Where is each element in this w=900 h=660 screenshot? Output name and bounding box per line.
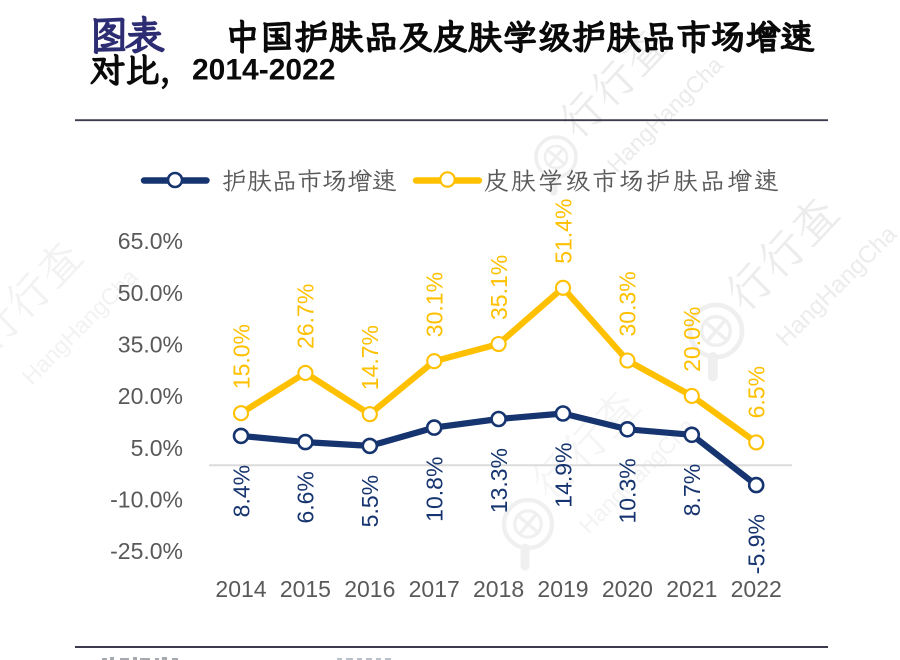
svg-text:14.9%: 14.9% (550, 443, 576, 508)
svg-text:-5.9%: -5.9% (744, 514, 770, 574)
svg-text:65.0%: 65.0% (118, 228, 183, 254)
svg-text:2016: 2016 (344, 576, 395, 602)
svg-text:8.7%: 8.7% (679, 464, 705, 516)
svg-text:51.4%: 51.4% (550, 199, 576, 264)
svg-text:13.3%: 13.3% (486, 448, 512, 513)
svg-text:26.7%: 26.7% (293, 284, 319, 349)
svg-text:2015: 2015 (280, 576, 331, 602)
svg-text:30.1%: 30.1% (422, 272, 448, 337)
svg-text:30.3%: 30.3% (615, 271, 641, 336)
svg-text:2021: 2021 (666, 576, 717, 602)
svg-text:2014: 2014 (215, 576, 266, 602)
svg-text:20.0%: 20.0% (118, 383, 183, 409)
svg-text:6.6%: 6.6% (293, 471, 319, 523)
svg-text:35.1%: 35.1% (486, 255, 512, 320)
svg-text:10.8%: 10.8% (422, 457, 448, 522)
svg-text:2019: 2019 (537, 576, 588, 602)
svg-text:5.5%: 5.5% (357, 475, 383, 527)
svg-text:2020: 2020 (602, 576, 653, 602)
svg-text:2018: 2018 (473, 576, 524, 602)
svg-text:50.0%: 50.0% (118, 280, 183, 306)
svg-text:14.7%: 14.7% (357, 325, 383, 390)
svg-text:2022: 2022 (731, 576, 782, 602)
svg-text:15.0%: 15.0% (228, 324, 254, 389)
svg-text:5.0%: 5.0% (131, 435, 183, 461)
svg-text:10.3%: 10.3% (615, 458, 641, 523)
svg-text:35.0%: 35.0% (118, 332, 183, 358)
svg-text:8.4%: 8.4% (228, 465, 254, 517)
svg-text:-10.0%: -10.0% (110, 486, 183, 512)
svg-text:2017: 2017 (409, 576, 460, 602)
svg-text:2014-2022: 2014-2022 (192, 54, 335, 87)
svg-text:-25.0%: -25.0% (110, 538, 183, 564)
svg-text:20.0%: 20.0% (679, 307, 705, 372)
svg-text:6.5%: 6.5% (744, 366, 770, 418)
